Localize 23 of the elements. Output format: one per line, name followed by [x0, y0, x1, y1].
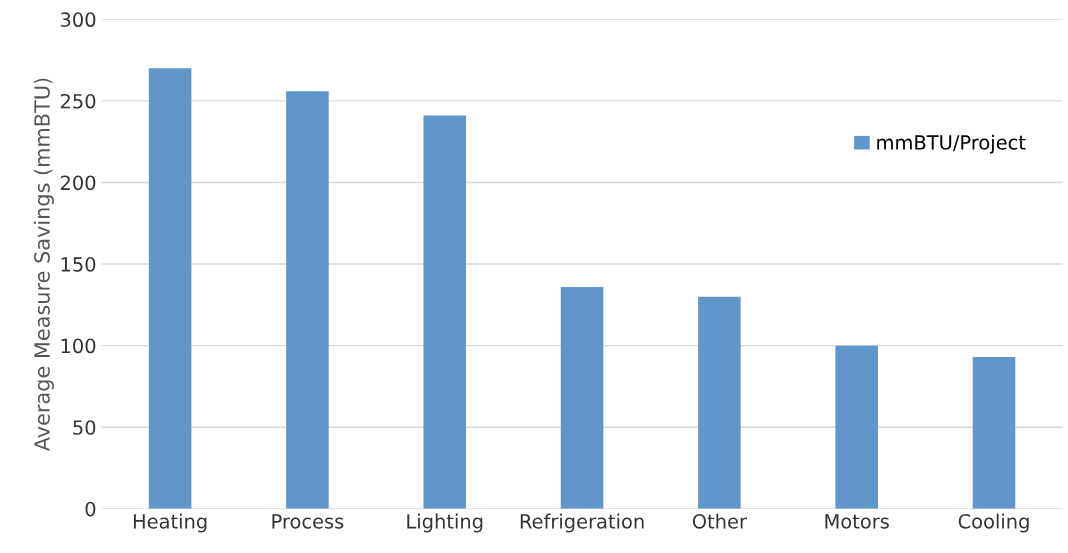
x-tick-label: Process	[272, 514, 344, 529]
y-tick-label: 0	[85, 501, 96, 517]
y-tick-label: 250	[60, 93, 96, 109]
bar	[972, 357, 1016, 509]
x-tick-label: Cooling	[958, 513, 1029, 533]
x-tick-label: Heating	[133, 513, 207, 533]
bar	[148, 68, 192, 509]
bar	[835, 345, 878, 509]
x-tick-label: Other	[692, 513, 747, 529]
y-tick-label: 50	[73, 420, 96, 435]
bar	[286, 91, 329, 509]
x-tick-label: Refrigeration	[520, 513, 644, 533]
y-tick-label: 200	[60, 175, 96, 191]
y-tick-label: 100	[61, 338, 96, 354]
bar	[423, 115, 467, 509]
x-tick-label: Motors	[825, 514, 889, 529]
bar	[698, 296, 741, 509]
y-tick-label: 300	[60, 12, 96, 28]
x-tick-label: Lighting	[407, 513, 483, 533]
bar	[560, 286, 604, 509]
y-tick-label: 150	[61, 257, 96, 272]
legend-label: mmBTU/Project	[877, 134, 1026, 154]
y-axis-title: Average Measure Savings (mmBTU)	[33, 78, 54, 452]
